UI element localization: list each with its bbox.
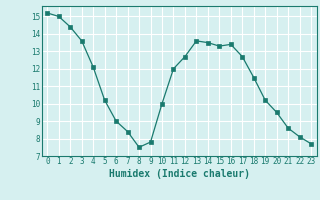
X-axis label: Humidex (Indice chaleur): Humidex (Indice chaleur) xyxy=(109,169,250,179)
